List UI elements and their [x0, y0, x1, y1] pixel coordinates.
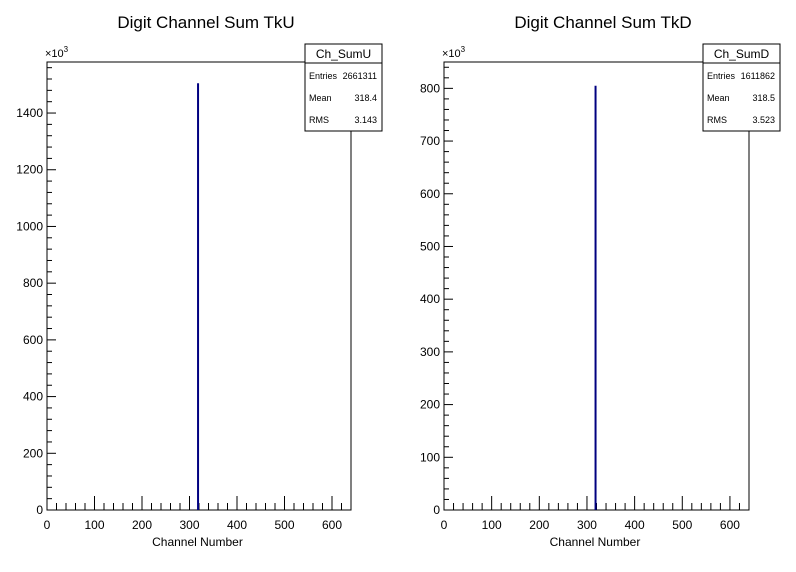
y-axis-multiplier: ×103	[442, 45, 466, 60]
y-tick-label: 0	[36, 503, 43, 517]
x-tick-label: 400	[227, 518, 247, 532]
stats-row-label: RMS	[707, 115, 727, 125]
stats-row-label: Mean	[309, 93, 332, 103]
stats-row-label: Entries	[707, 71, 736, 81]
y-tick-label: 1200	[16, 163, 43, 177]
stats-row-label: Mean	[707, 93, 730, 103]
x-axis-label: Channel Number	[550, 535, 641, 549]
x-tick-label: 0	[441, 518, 448, 532]
x-tick-label: 200	[132, 518, 152, 532]
y-axis-multiplier-base: ×10	[442, 48, 461, 60]
x-tick-label: 300	[577, 518, 597, 532]
y-tick-label: 800	[420, 81, 440, 95]
x-tick-label: 600	[322, 518, 342, 532]
y-axis-multiplier-exponent: 3	[461, 45, 466, 54]
stats-row-label: RMS	[309, 115, 329, 125]
y-tick-label: 200	[420, 398, 440, 412]
x-tick-label: 600	[720, 518, 740, 532]
y-tick-label: 800	[23, 276, 43, 290]
y-tick-label: 300	[420, 345, 440, 359]
histogram-panel-tku: Digit Channel Sum TkU ×103 0 200 400 600 800 10…	[16, 13, 383, 549]
stats-box-frame	[304, 43, 383, 132]
stats-box: Ch_SumD Entries 1611862 Mean 318.5 RMS 3.523	[702, 43, 781, 132]
stats-row-value: 1611862	[741, 71, 775, 81]
y-tick-label: 600	[23, 333, 43, 347]
x-tick-label: 500	[672, 518, 692, 532]
y-tick-label: 100	[420, 450, 440, 464]
y-tick-label: 1000	[16, 219, 43, 233]
x-tick-label: 300	[179, 518, 199, 532]
y-tick-label: 500	[420, 239, 440, 253]
stats-box-name: Ch_SumU	[316, 47, 371, 61]
y-axis-multiplier-base: ×10	[45, 48, 64, 60]
y-tick-label: 700	[420, 134, 440, 148]
stats-box-frame	[702, 43, 781, 132]
histogram-panel-tkd: Digit Channel Sum TkD ×103 0 100 200 300 400 50…	[420, 13, 781, 549]
x-tick-label: 100	[84, 518, 104, 532]
x-tick-label: 0	[44, 518, 51, 532]
y-tick-label: 1400	[16, 106, 43, 120]
y-axis-multiplier-exponent: 3	[64, 45, 69, 54]
x-tick-label: 500	[274, 518, 294, 532]
y-tick-label: 0	[433, 503, 440, 517]
stats-row-value: 2661311	[343, 71, 377, 81]
chart-title: Digit Channel Sum TkU	[117, 13, 294, 32]
x-axis-label: Channel Number	[152, 535, 243, 549]
stats-row-label: Entries	[309, 71, 338, 81]
y-tick-label: 200	[23, 446, 43, 460]
y-tick-label: 400	[23, 390, 43, 404]
x-tick-label: 400	[625, 518, 645, 532]
y-tick-label: 400	[420, 292, 440, 306]
stats-row-value: 318.5	[752, 93, 775, 103]
stats-row-value: 3.523	[752, 115, 775, 125]
x-tick-label: 100	[482, 518, 502, 532]
stats-row-value: 3.143	[354, 115, 377, 125]
stats-box-name: Ch_SumD	[714, 47, 770, 61]
x-tick-label: 200	[529, 518, 549, 532]
y-axis-multiplier: ×103	[45, 45, 69, 60]
stats-row-value: 318.4	[354, 93, 377, 103]
y-tick-label: 600	[420, 187, 440, 201]
chart-title: Digit Channel Sum TkD	[514, 13, 691, 32]
stats-box: Ch_SumU Entries 2661311 Mean 318.4 RMS 3.143	[304, 43, 383, 132]
